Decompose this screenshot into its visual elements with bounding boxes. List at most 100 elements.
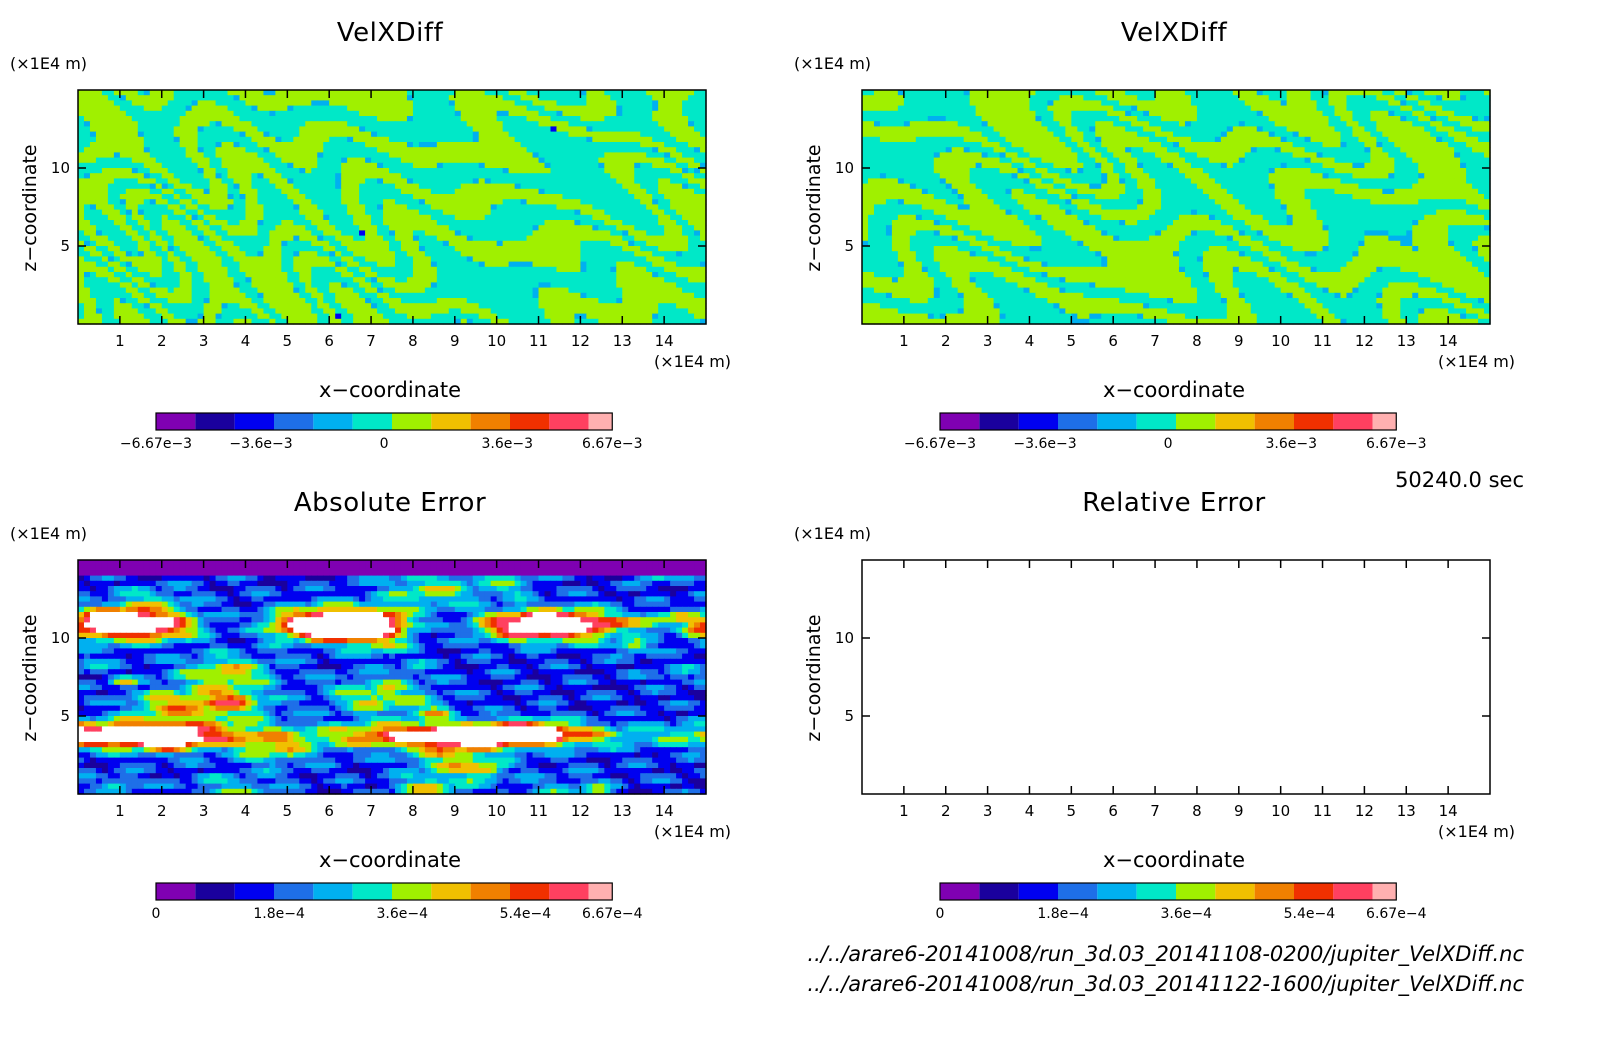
heatmap-cell bbox=[550, 131, 558, 138]
heatmap-cell bbox=[622, 136, 629, 143]
heatmap-cell bbox=[700, 121, 707, 127]
heatmap-cell bbox=[329, 313, 336, 320]
heatmap-cell bbox=[694, 126, 701, 133]
heatmap-cell bbox=[598, 251, 605, 257]
heatmap-cell bbox=[1268, 95, 1276, 101]
heatmap-cell bbox=[377, 272, 384, 278]
heatmap-cell bbox=[305, 298, 312, 304]
heatmap-cell bbox=[83, 287, 91, 294]
heatmap-cell bbox=[137, 292, 145, 299]
heatmap-cell bbox=[508, 266, 516, 273]
heatmap-cell bbox=[484, 220, 492, 226]
heatmap-cell bbox=[580, 162, 587, 169]
heatmap-cell bbox=[460, 194, 468, 200]
heatmap-cell bbox=[544, 157, 552, 164]
heatmap-cell bbox=[508, 126, 516, 133]
heatmap-cell bbox=[371, 246, 378, 252]
heatmap-cell bbox=[149, 303, 157, 309]
heatmap-cell bbox=[245, 251, 253, 257]
heatmap-cell bbox=[610, 246, 617, 252]
heatmap-cell bbox=[484, 251, 492, 257]
heatmap-cell bbox=[658, 214, 665, 221]
heatmap-cell bbox=[394, 272, 402, 278]
heatmap-cell bbox=[598, 168, 605, 174]
heatmap-cell bbox=[897, 90, 905, 96]
heatmap-cell bbox=[538, 173, 546, 179]
heatmap-cell bbox=[460, 230, 468, 237]
heatmap-cell bbox=[383, 152, 390, 159]
heatmap-cell bbox=[377, 178, 384, 185]
heatmap-cell bbox=[598, 298, 605, 304]
heatmap-cell bbox=[101, 251, 109, 257]
heatmap-cell bbox=[634, 282, 641, 289]
heatmap-cell bbox=[101, 235, 109, 242]
heatmap-cell bbox=[1340, 90, 1348, 96]
heatmap-cell bbox=[622, 90, 629, 96]
heatmap-cell bbox=[412, 105, 420, 112]
heatmap-cell bbox=[406, 168, 414, 174]
heatmap-cell bbox=[113, 162, 121, 169]
heatmap-cell bbox=[83, 168, 91, 174]
heatmap-cell bbox=[143, 188, 151, 195]
heatmap-cell bbox=[377, 287, 384, 294]
heatmap-cell bbox=[371, 199, 378, 205]
heatmap-cell bbox=[652, 178, 659, 185]
heatmap-cell bbox=[622, 183, 629, 190]
heatmap-cell bbox=[430, 230, 438, 237]
heatmap-cell bbox=[263, 261, 270, 268]
heatmap-cell bbox=[329, 251, 336, 257]
heatmap-cell bbox=[478, 100, 486, 107]
heatmap-cell bbox=[700, 235, 707, 242]
heatmap-cell bbox=[95, 292, 103, 299]
heatmap-cell bbox=[323, 261, 330, 268]
heatmap-cell bbox=[514, 298, 522, 304]
heatmap-cell bbox=[263, 282, 270, 289]
heatmap-cell bbox=[107, 209, 115, 216]
heatmap-cell bbox=[191, 261, 199, 268]
heatmap-cell bbox=[203, 292, 211, 299]
heatmap-cell bbox=[610, 168, 617, 174]
heatmap-cell bbox=[694, 272, 701, 278]
heatmap-cell bbox=[101, 162, 109, 169]
heatmap-cell bbox=[490, 126, 498, 133]
heatmap-cell bbox=[275, 152, 282, 159]
heatmap-cell bbox=[508, 225, 516, 231]
heatmap-cell bbox=[1226, 90, 1234, 96]
heatmap-cell bbox=[119, 298, 127, 304]
heatmap-cell bbox=[107, 287, 115, 294]
heatmap-cell bbox=[622, 220, 629, 226]
heatmap-cell bbox=[155, 318, 163, 325]
heatmap-cell bbox=[598, 100, 605, 107]
heatmap-cell bbox=[526, 168, 534, 174]
heatmap-cell bbox=[335, 220, 342, 226]
heatmap-cell bbox=[371, 282, 378, 289]
heatmap-cell bbox=[161, 110, 169, 117]
heatmap-cell bbox=[215, 246, 223, 252]
heatmap-cell bbox=[347, 90, 354, 96]
heatmap-cell bbox=[520, 266, 528, 273]
heatmap-cell bbox=[400, 168, 408, 174]
heatmap-cell bbox=[568, 162, 576, 169]
heatmap-cell bbox=[257, 240, 265, 247]
heatmap-cell bbox=[311, 90, 318, 96]
heatmap-cell bbox=[664, 110, 671, 117]
heatmap-cell bbox=[616, 90, 623, 96]
heatmap-cell bbox=[448, 168, 456, 174]
heatmap-cell bbox=[125, 313, 133, 320]
heatmap-cell bbox=[239, 131, 247, 138]
heatmap-cell bbox=[945, 95, 953, 101]
heatmap-cell bbox=[688, 209, 695, 216]
heatmap-cell bbox=[323, 162, 330, 169]
heatmap-cell bbox=[676, 147, 683, 153]
heatmap-cell bbox=[233, 318, 241, 325]
heatmap-cell bbox=[586, 105, 593, 112]
heatmap-cell bbox=[239, 100, 247, 107]
heatmap-cell bbox=[305, 121, 312, 127]
heatmap-cell bbox=[508, 116, 516, 122]
heatmap-cell bbox=[377, 157, 384, 164]
heatmap-cell bbox=[335, 272, 342, 278]
heatmap-cell bbox=[101, 282, 109, 289]
heatmap-cell bbox=[694, 95, 701, 101]
heatmap-cell bbox=[640, 183, 647, 190]
heatmap-cell bbox=[514, 100, 522, 107]
